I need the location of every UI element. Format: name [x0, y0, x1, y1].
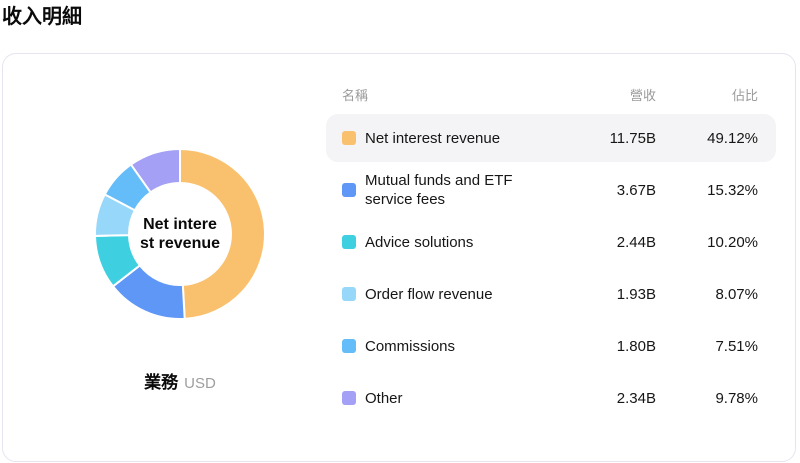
revenue-breakdown-card: Net intere st revenue 業務 USD 名稱 營收 佔比 Net…: [2, 53, 796, 462]
series-revenue: 2.44B: [616, 233, 656, 251]
series-revenue: 1.80B: [616, 337, 656, 355]
series-name: Other: [365, 389, 403, 407]
donut-segment[interactable]: [179, 147, 266, 320]
chart-footer-label: 業務: [144, 373, 179, 392]
series-color-swatch: [342, 131, 356, 145]
table-header-row: 名稱 營收 佔比: [326, 74, 776, 114]
series-name: Mutual funds and ETF service fees: [365, 172, 513, 208]
series-color-swatch: [342, 339, 356, 353]
table-row-advice-solutions[interactable]: Advice solutions 2.44B 10.20%: [326, 218, 776, 266]
series-revenue: 3.67B: [616, 181, 656, 199]
series-name: Order flow revenue: [365, 285, 493, 303]
series-share: 8.07%: [715, 285, 758, 303]
series-share: 49.12%: [707, 129, 758, 147]
breakdown-table: 名稱 營收 佔比 Net interest revenue 11.75B 49.…: [326, 74, 776, 422]
header-share: 佔比: [731, 87, 758, 103]
series-color-swatch: [342, 183, 356, 197]
table-row-order-flow-revenue[interactable]: Order flow revenue 1.93B 8.07%: [326, 270, 776, 318]
series-revenue: 11.75B: [609, 129, 656, 147]
donut-chart[interactable]: [92, 146, 268, 322]
series-color-swatch: [342, 391, 356, 405]
chart-footer-unit: USD: [184, 375, 216, 392]
chart-footer: 業務 USD: [3, 368, 357, 393]
header-revenue: 營收: [629, 87, 656, 103]
series-name: Commissions: [365, 337, 456, 355]
donut-chart-container: Net intere st revenue: [92, 146, 268, 322]
series-color-swatch: [342, 235, 356, 249]
series-share: 9.78%: [715, 389, 758, 407]
donut-segment[interactable]: [129, 147, 181, 194]
series-share: 15.32%: [707, 181, 758, 199]
series-share: 7.51%: [715, 337, 758, 355]
series-name: Net interest revenue: [365, 129, 501, 147]
series-name: Advice solutions: [365, 233, 474, 251]
header-name: 名稱: [342, 87, 369, 103]
table-row-commissions[interactable]: Commissions 1.80B 7.51%: [326, 322, 776, 370]
series-revenue: 2.34B: [616, 389, 656, 407]
table-row-other[interactable]: Other 2.34B 9.78%: [326, 374, 776, 422]
series-color-swatch: [342, 287, 356, 301]
table-rows: Net interest revenue 11.75B 49.12% Mutua…: [326, 114, 776, 422]
table-row-mutual-funds-etf-fees[interactable]: Mutual funds and ETF service fees 3.67B …: [326, 166, 776, 214]
table-row-net-interest-revenue[interactable]: Net interest revenue 11.75B 49.12%: [326, 114, 776, 162]
series-revenue: 1.93B: [616, 285, 656, 303]
page-title: 收入明細: [2, 6, 82, 28]
series-share: 10.20%: [707, 233, 758, 251]
